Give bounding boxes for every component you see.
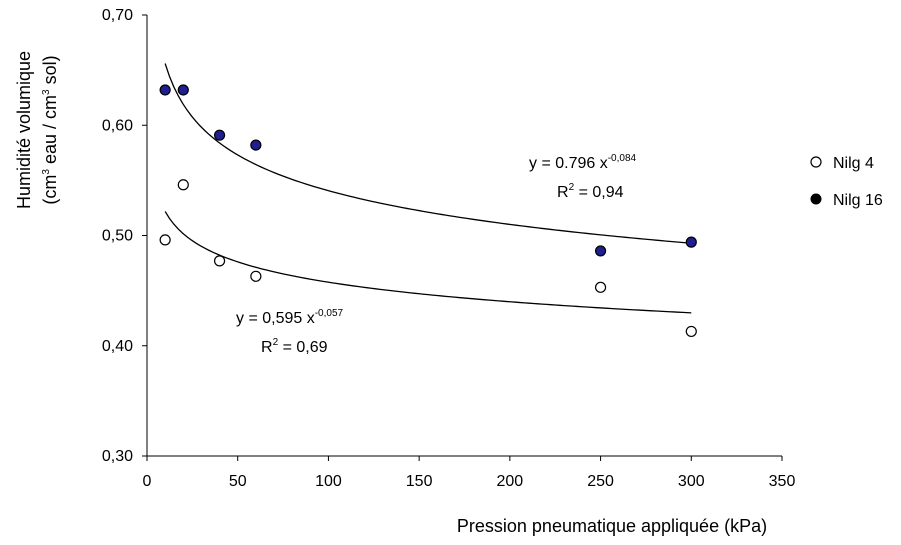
x-tick-label: 0 bbox=[143, 473, 152, 490]
fit-curve-nilg4 bbox=[164, 211, 692, 314]
data-points bbox=[159, 84, 697, 338]
legend-label-nilg4: Nilg 4 bbox=[833, 155, 874, 172]
x-tick-label: 50 bbox=[229, 473, 247, 490]
y-tick-label: 0,60 bbox=[102, 117, 133, 134]
fit-curve-nilg16 bbox=[164, 63, 692, 244]
data-point-nilg16 bbox=[685, 236, 697, 248]
nilg4-equation: y = 0,595 x-0,057 bbox=[236, 308, 344, 327]
y-axis-title-line1: Humidité volumique bbox=[14, 51, 34, 209]
data-point-nilg4 bbox=[250, 270, 262, 282]
x-tick-label: 300 bbox=[678, 473, 705, 490]
axes bbox=[146, 15, 782, 457]
y-tick-label: 0,50 bbox=[102, 228, 133, 245]
fit-curves bbox=[164, 63, 692, 314]
nilg16-r2: R2 = 0,94 bbox=[557, 182, 624, 201]
y-tick-label: 0,70 bbox=[102, 7, 133, 24]
y-axis-title-line2: (cm3 eau / cm3 sol) bbox=[40, 55, 60, 204]
data-point-nilg16 bbox=[250, 139, 262, 151]
y-tick-label: 0,30 bbox=[102, 448, 133, 465]
legend-label-nilg16: Nilg 16 bbox=[833, 192, 883, 209]
data-point-nilg4 bbox=[213, 255, 226, 267]
data-point-nilg4 bbox=[685, 325, 697, 338]
ticks: 0 50 100 150 200 250 300 350 0,30 0,40 0,50 0,60 0,7… bbox=[102, 7, 796, 490]
data-point-nilg4 bbox=[159, 234, 171, 246]
x-tick-label: 200 bbox=[497, 473, 524, 490]
x-tick-label: 100 bbox=[315, 473, 342, 490]
data-point-nilg16 bbox=[177, 84, 189, 96]
data-point-nilg4 bbox=[177, 179, 189, 191]
data-point-nilg16 bbox=[213, 129, 226, 141]
x-axis-title: Pression pneumatique appliquée (kPa) bbox=[457, 516, 767, 536]
legend-marker-nilg4 bbox=[810, 156, 822, 168]
y-tick-label: 0,40 bbox=[102, 338, 133, 355]
legend-marker-nilg16 bbox=[810, 193, 822, 205]
nilg16-equation: y = 0.796 x-0,084 bbox=[529, 153, 637, 172]
x-tick-label: 250 bbox=[587, 473, 614, 490]
data-point-nilg4 bbox=[594, 281, 607, 293]
nilg4-r2: R2 = 0,69 bbox=[261, 337, 328, 356]
data-point-nilg16 bbox=[594, 245, 607, 257]
legend: Nilg 4 Nilg 16 bbox=[810, 155, 883, 209]
data-point-nilg16 bbox=[159, 84, 171, 96]
y-axis-title: Humidité volumique (cm3 eau / cm3 sol) bbox=[14, 51, 60, 209]
x-tick-label: 150 bbox=[406, 473, 433, 490]
x-tick-label: 350 bbox=[769, 473, 796, 490]
